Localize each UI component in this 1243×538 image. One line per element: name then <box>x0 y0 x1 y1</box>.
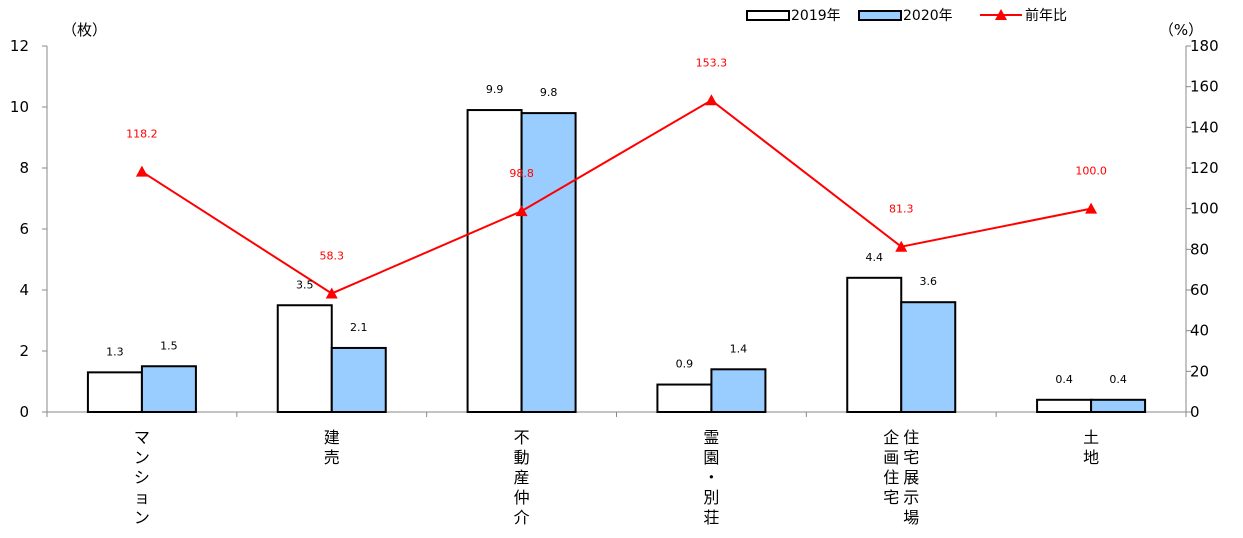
legend-label-2019: 2019年 <box>791 8 841 24</box>
y-right-tick-label: 140 <box>1190 118 1219 136</box>
y-left-unit: （枚） <box>62 21 107 39</box>
x-category-label-char: 別 <box>703 488 719 507</box>
bar-2019 <box>1036 398 1093 413</box>
bar-data-label: 1.3 <box>106 345 124 358</box>
x-category-label-char: 動 <box>514 448 530 467</box>
ratio-data-label: 118.2 <box>126 128 158 141</box>
x-category-label-char: 企 <box>883 428 899 447</box>
bar-data-label: 9.9 <box>486 83 504 96</box>
bar-data-label: 2.1 <box>350 321 368 334</box>
y-left-tick-label: 0 <box>19 403 29 421</box>
x-category-label-char: 画 <box>883 448 899 467</box>
x-category-label-char: 荘 <box>703 508 719 527</box>
x-category-label-char: 住 <box>883 468 899 487</box>
ratio-data-label: 153.3 <box>696 56 728 69</box>
bar-2019 <box>466 109 523 414</box>
bar-data-label: 0.4 <box>1055 373 1073 386</box>
x-category-label-char: 不 <box>514 428 530 447</box>
ratio-marker <box>705 94 718 106</box>
x-category-label-char: 産 <box>514 468 530 487</box>
bar-2019 <box>656 383 713 413</box>
bar-2019 <box>276 304 333 413</box>
x-category-label-char: 売 <box>324 448 340 467</box>
ratio-marker <box>515 205 528 217</box>
bar-2020 <box>140 365 197 413</box>
x-category-label-char: 土 <box>1083 428 1099 447</box>
y-left-tick-label: 8 <box>19 159 29 177</box>
y-left-tick-label: 4 <box>19 281 29 299</box>
x-category-label-char: 霊 <box>703 428 719 447</box>
x-category-label-char: ン <box>134 448 150 467</box>
x-category-label-char: 地 <box>1083 448 1099 467</box>
bar-data-label: 9.8 <box>540 86 558 99</box>
x-category-label-char: マ <box>134 428 150 447</box>
bar-data-label: 3.5 <box>296 278 314 291</box>
x-category-label-char: シ <box>134 468 150 487</box>
y-left-tick-label: 2 <box>19 342 29 360</box>
legend-swatch-2020 <box>858 10 902 21</box>
ratio-line <box>141 99 1092 295</box>
x-category-label-char: 宅 <box>903 448 919 467</box>
x-category-label-char: 建 <box>324 428 340 447</box>
ratio-marker <box>325 287 338 299</box>
bar-2019 <box>86 371 143 414</box>
ratio-marker <box>895 240 908 252</box>
legend-marker-ratio <box>995 9 1007 20</box>
bar-data-label: 3.6 <box>920 275 938 288</box>
x-category-label-char: 示 <box>903 488 919 507</box>
bar-2020 <box>330 346 387 414</box>
ratio-data-label: 58.3 <box>320 249 345 262</box>
bar-2019 <box>846 276 903 413</box>
legend-label-ratio: 前年比 <box>1025 7 1067 24</box>
bar-2020 <box>520 112 577 413</box>
x-category-label-char: 宅 <box>883 488 899 507</box>
ratio-marker <box>135 165 148 177</box>
x-category-label-char: 展 <box>903 468 919 487</box>
x-category-label-char: ン <box>134 508 150 527</box>
x-category-label-char: 住 <box>903 428 919 447</box>
y-right-tick-label: 80 <box>1190 240 1209 258</box>
y-right-tick-label: 160 <box>1190 78 1219 96</box>
y-right-tick-label: 180 <box>1190 37 1219 55</box>
y-right-unit: （%） <box>1159 21 1203 39</box>
x-category-label-char: ・ <box>703 468 719 487</box>
ratio-data-label: 100.0 <box>1075 165 1107 178</box>
ratio-marker <box>1085 202 1098 214</box>
x-category-label-char: 場 <box>903 508 919 527</box>
bar-2020 <box>1090 398 1147 413</box>
legend-swatch-2019 <box>746 10 790 21</box>
bar-2020 <box>900 301 957 414</box>
y-right-tick-label: 120 <box>1190 159 1219 177</box>
bar-2020 <box>710 368 767 413</box>
y-right-tick-label: 20 <box>1190 362 1209 380</box>
y-right-tick-label: 100 <box>1190 200 1219 218</box>
bar-data-label: 1.5 <box>160 339 178 352</box>
bar-data-label: 4.4 <box>866 251 884 264</box>
ratio-data-label: 81.3 <box>889 203 914 216</box>
bar-data-label: 0.4 <box>1109 373 1127 386</box>
x-category-label-char: 園 <box>703 448 719 467</box>
y-left-tick-label: 6 <box>19 220 29 238</box>
y-right-tick-label: 0 <box>1190 403 1200 421</box>
y-left-tick-label: 10 <box>10 98 29 116</box>
y-left-tick-label: 12 <box>10 37 29 55</box>
bar-data-label: 0.9 <box>676 358 694 371</box>
ratio-data-label: 98.8 <box>509 167 534 180</box>
bar-data-label: 1.4 <box>730 342 748 355</box>
legend-label-2020: 2020年 <box>903 8 953 24</box>
y-right-tick-label: 40 <box>1190 322 1209 340</box>
x-category-label-char: ョ <box>134 488 150 507</box>
x-category-label-char: 介 <box>514 508 530 527</box>
x-category-label-char: 仲 <box>514 488 530 507</box>
y-right-tick-label: 60 <box>1190 281 1209 299</box>
